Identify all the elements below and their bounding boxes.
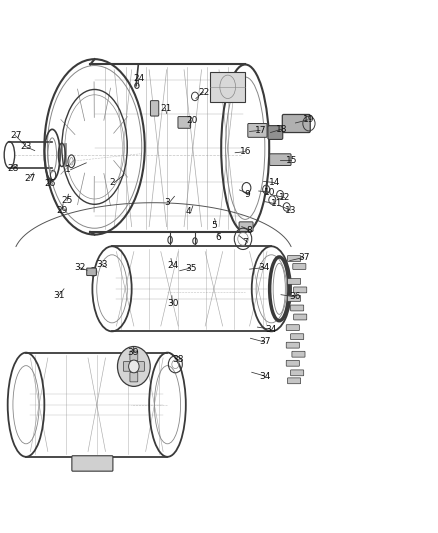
Text: 35: 35 — [185, 264, 197, 272]
FancyBboxPatch shape — [288, 378, 300, 384]
FancyBboxPatch shape — [268, 126, 283, 140]
FancyBboxPatch shape — [130, 372, 138, 382]
FancyBboxPatch shape — [87, 268, 96, 276]
Text: 24: 24 — [167, 261, 178, 270]
Text: 8: 8 — [246, 226, 252, 235]
FancyBboxPatch shape — [72, 456, 113, 471]
Ellipse shape — [129, 360, 139, 373]
FancyBboxPatch shape — [293, 264, 306, 269]
Text: 19: 19 — [303, 115, 314, 124]
Text: 29: 29 — [57, 206, 68, 215]
Text: 27: 27 — [11, 131, 21, 140]
Text: 37: 37 — [259, 337, 271, 346]
FancyBboxPatch shape — [137, 362, 145, 371]
Text: 26: 26 — [44, 179, 56, 188]
Text: 14: 14 — [269, 178, 280, 187]
FancyBboxPatch shape — [124, 362, 131, 371]
FancyBboxPatch shape — [293, 314, 307, 320]
Text: 15: 15 — [286, 156, 297, 165]
Text: 3: 3 — [164, 198, 170, 207]
Text: 34: 34 — [266, 325, 277, 334]
Text: 20: 20 — [186, 116, 198, 125]
Text: 21: 21 — [160, 103, 171, 112]
FancyBboxPatch shape — [293, 287, 307, 293]
FancyBboxPatch shape — [286, 325, 299, 330]
Text: 32: 32 — [74, 263, 85, 272]
Text: 6: 6 — [215, 233, 221, 243]
Text: 5: 5 — [211, 221, 217, 230]
Ellipse shape — [117, 346, 150, 386]
Text: 31: 31 — [53, 290, 65, 300]
Text: 12: 12 — [279, 193, 291, 202]
FancyBboxPatch shape — [270, 154, 291, 165]
FancyBboxPatch shape — [130, 351, 138, 361]
FancyBboxPatch shape — [178, 117, 191, 128]
Text: 34: 34 — [260, 372, 271, 381]
Text: 7: 7 — [242, 238, 248, 247]
Text: 37: 37 — [298, 253, 310, 262]
Text: 13: 13 — [286, 206, 297, 215]
Bar — [210, 72, 245, 102]
FancyBboxPatch shape — [150, 101, 159, 116]
FancyBboxPatch shape — [288, 278, 300, 284]
Text: 33: 33 — [97, 260, 108, 269]
Text: 10: 10 — [264, 188, 275, 197]
Text: 4: 4 — [186, 207, 191, 216]
FancyBboxPatch shape — [286, 342, 299, 348]
FancyBboxPatch shape — [288, 256, 300, 262]
Text: 1: 1 — [65, 165, 71, 174]
Text: 34: 34 — [259, 263, 270, 272]
Text: 24: 24 — [134, 74, 145, 83]
Text: 9: 9 — [244, 190, 250, 199]
Text: 17: 17 — [255, 126, 266, 135]
Text: 30: 30 — [167, 299, 179, 308]
Text: 22: 22 — [198, 87, 209, 96]
Text: 39: 39 — [127, 348, 139, 357]
Text: 18: 18 — [276, 125, 287, 134]
Text: 27: 27 — [24, 174, 35, 183]
Text: 38: 38 — [172, 355, 184, 364]
FancyBboxPatch shape — [292, 351, 305, 357]
Text: 2: 2 — [109, 178, 115, 187]
Text: 23: 23 — [20, 142, 31, 151]
Text: 16: 16 — [240, 147, 251, 156]
FancyBboxPatch shape — [283, 115, 310, 133]
FancyBboxPatch shape — [286, 360, 299, 366]
Text: 25: 25 — [62, 196, 73, 205]
Text: 36: 36 — [289, 292, 300, 301]
FancyBboxPatch shape — [239, 222, 253, 231]
Text: 28: 28 — [8, 164, 19, 173]
FancyBboxPatch shape — [290, 334, 304, 340]
FancyBboxPatch shape — [290, 370, 304, 376]
FancyBboxPatch shape — [290, 305, 304, 311]
FancyBboxPatch shape — [248, 124, 267, 138]
Text: 11: 11 — [271, 199, 282, 208]
FancyBboxPatch shape — [288, 295, 300, 301]
